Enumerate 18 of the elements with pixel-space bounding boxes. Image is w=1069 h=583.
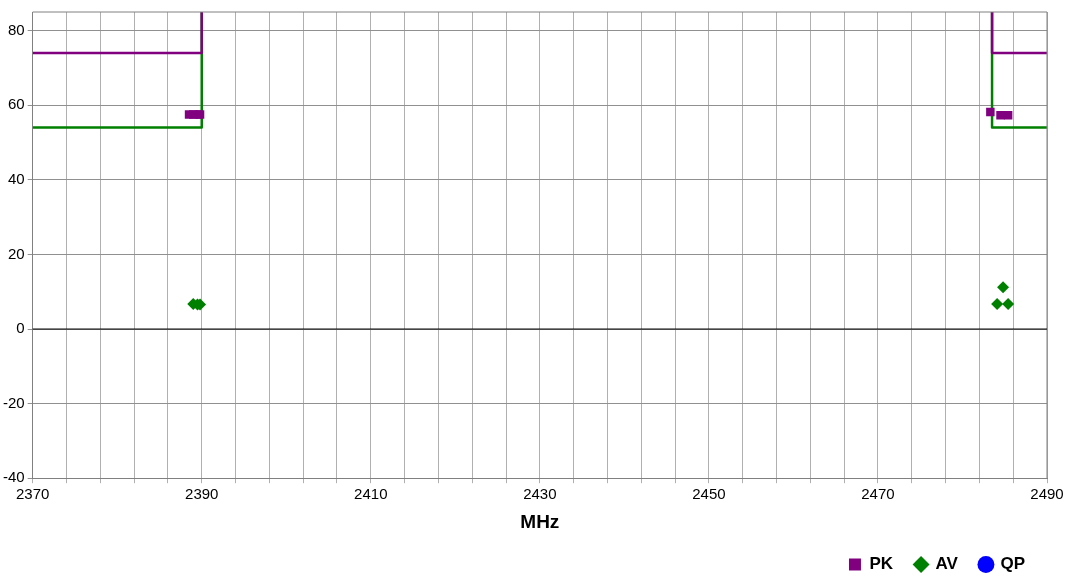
- x-tick-label: 2430: [523, 485, 557, 503]
- x-axis-title: MHz: [520, 510, 560, 532]
- x-tick-label: 2470: [861, 485, 895, 503]
- y-tick-label: 20: [7, 244, 25, 262]
- y-tick-label: -20: [2, 393, 25, 411]
- legend-label: PK: [869, 554, 894, 574]
- y-tick-label: -40: [2, 468, 25, 486]
- x-tick-label: 2390: [185, 485, 219, 503]
- y-tick-label: 0: [16, 319, 25, 337]
- legend-label: AV: [935, 554, 959, 574]
- x-tick-label: 2450: [692, 485, 726, 503]
- x-tick-label: 2370: [15, 485, 50, 503]
- x-tick-label: 2410: [354, 485, 388, 503]
- legend-label: QP: [1000, 554, 1025, 574]
- x-tick-label: 2490: [1030, 485, 1064, 503]
- y-tick-label: 40: [7, 169, 25, 187]
- y-tick-label: 60: [7, 95, 25, 113]
- y-tick-label: 80: [7, 20, 25, 38]
